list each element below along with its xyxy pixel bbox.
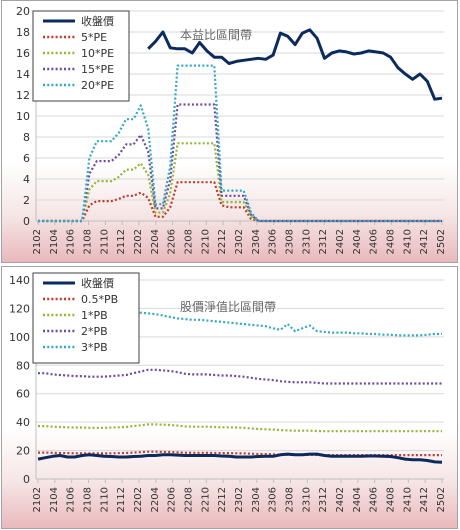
chart-title: 股價淨值比區間帶 bbox=[180, 299, 276, 314]
legend-label: 0.5*PB bbox=[81, 293, 118, 306]
series-line-0 bbox=[147, 28, 443, 101]
x-tick-label: 2302 bbox=[234, 487, 245, 512]
x-tick-label: 2202 bbox=[133, 229, 144, 254]
legend-label: 收盤價 bbox=[81, 276, 114, 290]
series-line-3 bbox=[38, 103, 442, 223]
x-tick-label: 2406 bbox=[369, 487, 380, 512]
x-tick-label: 2410 bbox=[402, 229, 413, 254]
series-line-3 bbox=[38, 368, 442, 385]
x-tick-label: 2310 bbox=[301, 487, 312, 512]
y-tick-label: 140 bbox=[9, 274, 30, 287]
x-tick-label: 2408 bbox=[386, 487, 397, 512]
chart-title: 本益比區間帶 bbox=[180, 28, 252, 42]
x-tick-label: 2112 bbox=[116, 229, 127, 254]
legend-label: 3*PB bbox=[81, 341, 108, 354]
x-tick-label: 2208 bbox=[184, 487, 195, 512]
series-line-2 bbox=[38, 142, 442, 223]
x-tick-label: 2302 bbox=[234, 229, 245, 254]
y-tick-label: 80 bbox=[16, 359, 30, 372]
x-tick-label: 2208 bbox=[184, 229, 195, 254]
x-tick-label: 2308 bbox=[285, 487, 296, 512]
y-tick-label: 120 bbox=[9, 302, 30, 315]
x-tick-label: 2304 bbox=[251, 487, 262, 512]
x-tick-label: 2108 bbox=[83, 487, 94, 512]
series-line-4 bbox=[38, 64, 442, 223]
x-tick-label: 2212 bbox=[217, 229, 228, 254]
x-tick-label: 2310 bbox=[301, 229, 312, 254]
x-tick-label: 2102 bbox=[32, 229, 43, 254]
legend-box bbox=[32, 272, 140, 364]
y-tick-label: 4 bbox=[23, 173, 30, 186]
x-tick-label: 2110 bbox=[99, 487, 110, 512]
series-line-1 bbox=[38, 181, 442, 223]
pb-band-chart-panel: 0 20 40 60 80 100 120 140 2102 2104 2106 2108 2110 21… bbox=[1, 266, 458, 529]
y-tick-label: 6 bbox=[23, 152, 30, 165]
y-tick-label: 8 bbox=[23, 131, 30, 144]
x-tick-label: 2102 bbox=[32, 487, 43, 512]
legend-label: 20*PE bbox=[81, 79, 114, 92]
x-tick-label: 2206 bbox=[167, 229, 178, 254]
x-tick-label: 2412 bbox=[419, 487, 430, 512]
legend-label: 15*PE bbox=[81, 63, 114, 76]
x-tick-label: 2502 bbox=[436, 229, 447, 254]
x-tick-label: 2308 bbox=[285, 229, 296, 254]
x-tick-label: 2404 bbox=[352, 229, 363, 254]
x-tick-label: 2204 bbox=[150, 229, 161, 254]
x-tick-label: 2402 bbox=[335, 229, 346, 254]
y-tick-label: 10 bbox=[16, 110, 30, 123]
y-tick-label: 14 bbox=[16, 68, 30, 81]
y-tick-label: 18 bbox=[16, 26, 30, 39]
legend-label: 1*PB bbox=[81, 309, 108, 322]
x-tick-label: 2306 bbox=[268, 487, 279, 512]
y-tick-label: 2 bbox=[23, 194, 30, 207]
x-tick-label: 2502 bbox=[436, 487, 447, 512]
x-tick-label: 2212 bbox=[217, 487, 228, 512]
x-tick-label: 2108 bbox=[83, 229, 94, 254]
pb-band-chart: 0 20 40 60 80 100 120 140 2102 2104 2106 2108 2110 21… bbox=[9, 272, 447, 512]
x-tick-label: 2306 bbox=[268, 229, 279, 254]
legend-label: 5*PE bbox=[81, 31, 107, 44]
x-tick-label: 2312 bbox=[318, 487, 329, 512]
x-tick-label: 2104 bbox=[49, 229, 60, 254]
x-tick-label: 2404 bbox=[352, 487, 363, 512]
pe-band-chart: 0 2 4 6 8 10 12 14 16 18 20 2102 2104 2106 2108 2110 211… bbox=[16, 5, 447, 254]
x-tick-label: 2412 bbox=[419, 229, 430, 254]
y-tick-label: 16 bbox=[16, 47, 30, 60]
x-tick-label: 2410 bbox=[402, 487, 413, 512]
y-tick-label: 0 bbox=[23, 473, 30, 486]
x-tick-label: 2110 bbox=[99, 229, 110, 254]
x-tick-label: 2104 bbox=[49, 487, 60, 512]
y-tick-label: 40 bbox=[16, 416, 30, 429]
y-tick-label: 20 bbox=[16, 5, 30, 18]
y-tick-label: 100 bbox=[9, 331, 30, 344]
x-tick-label: 2210 bbox=[200, 487, 211, 512]
x-tick-label: 2202 bbox=[133, 487, 144, 512]
x-tick-label: 2106 bbox=[66, 229, 77, 254]
y-tick-label: 60 bbox=[16, 388, 30, 401]
series-line-2 bbox=[38, 423, 442, 433]
x-tick-label: 2204 bbox=[150, 487, 161, 512]
legend-label: 2*PB bbox=[81, 325, 108, 338]
pe-band-chart-panel: 0 2 4 6 8 10 12 14 16 18 20 2102 2104 2106 2108 2110 211… bbox=[1, 0, 458, 263]
x-tick-label: 2106 bbox=[66, 487, 77, 512]
x-tick-label: 2402 bbox=[335, 487, 346, 512]
x-tick-label: 2406 bbox=[369, 229, 380, 254]
x-tick-label: 2304 bbox=[251, 229, 262, 254]
x-tick-label: 2112 bbox=[116, 487, 127, 512]
y-tick-label: 0 bbox=[23, 215, 30, 228]
x-tick-label: 2206 bbox=[167, 487, 178, 512]
legend-label: 10*PE bbox=[81, 47, 114, 60]
x-tick-label: 2408 bbox=[386, 229, 397, 254]
x-tick-label: 2312 bbox=[318, 229, 329, 254]
y-tick-label: 12 bbox=[16, 89, 30, 102]
legend-label: 收盤價 bbox=[81, 14, 114, 28]
series-line-4 bbox=[38, 311, 442, 337]
x-tick-label: 2210 bbox=[200, 229, 211, 254]
y-tick-label: 20 bbox=[16, 445, 30, 458]
series-line-0 bbox=[37, 452, 443, 464]
